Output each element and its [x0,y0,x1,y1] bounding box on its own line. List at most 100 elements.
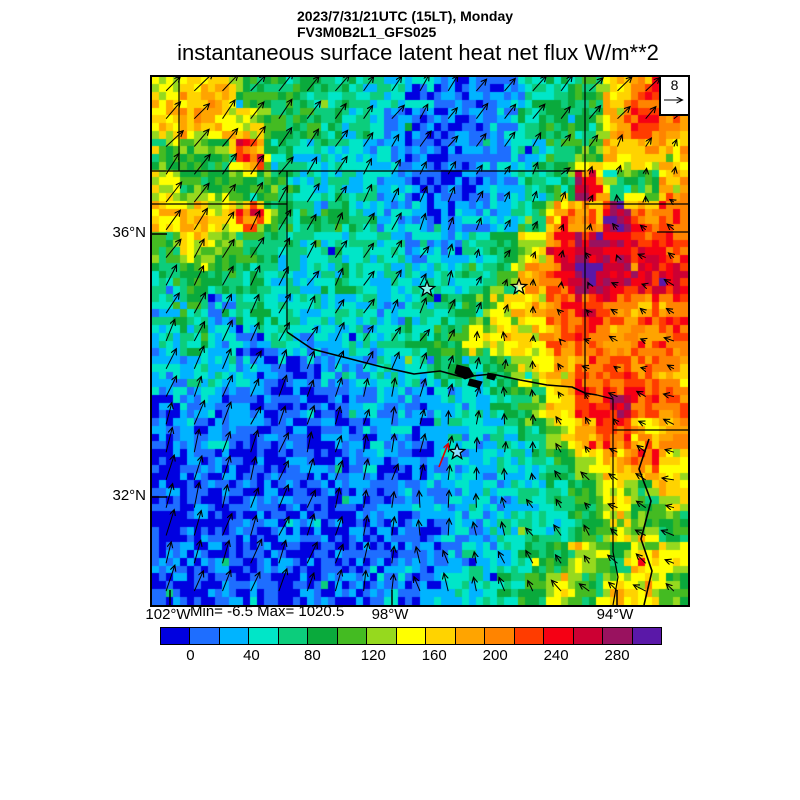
colorbar-segment [248,627,279,645]
wind-arrow [363,244,374,258]
city-star-marker [417,279,437,297]
wind-arrow [278,128,292,147]
wind-arrow [560,107,570,120]
wind-arrow [499,578,506,592]
wind-arrow [193,209,207,231]
colorbar-segment [484,627,515,645]
wind-arrow [250,127,265,147]
wind-arrow [612,310,618,314]
wind-arrow [391,271,401,286]
wind-arrow [504,105,516,120]
wind-arrow [363,326,373,342]
wind-arrow [222,403,231,425]
wind-arrow [532,133,541,147]
wind-arrow [193,456,201,481]
wind-arrow [165,266,176,286]
wind-arrow [278,462,288,481]
wind-arrow [193,322,204,342]
lon-label-102w: 102°W [145,606,191,623]
colorbar [160,627,662,645]
wind-arrow [419,77,429,92]
wind-arrow [363,410,369,425]
wind-arrow [391,241,402,258]
city-markers [417,277,529,460]
wind-arrow [667,309,675,313]
wind-arrow [193,511,201,536]
wind-arrow [561,251,563,258]
wind-arrow [641,309,646,313]
wind-arrow [334,269,342,286]
wind-arrow [334,213,342,230]
wind-arrow [391,106,404,120]
highlighted-wind-arrow [438,444,448,468]
wind-arrow [637,502,646,509]
colorbar-segment [425,627,456,645]
wind-arrow [165,183,181,203]
wind-arrow [334,545,342,564]
wind-arrow [504,167,510,175]
wind-arrow [165,294,179,314]
wind-arrow [585,339,590,341]
wind-arrow [278,295,290,314]
wind-arrow [419,105,428,119]
wind-arrow [363,185,372,203]
wind-arrow [306,184,319,203]
wind-arrow [193,240,204,258]
wind-arrow [334,517,341,536]
wind-arrow [193,293,205,314]
wind-arrow [419,410,424,425]
wind-arrow [419,435,425,453]
wind-arrow [475,192,482,203]
wind-arrow [306,102,320,120]
reference-vector-arrow-icon [664,93,687,107]
wind-arrow [552,581,562,592]
wind-arrow [586,418,590,425]
min-max-stats: Min= -6.5 Max= 1020.5 [190,603,345,620]
wind-arrow [392,379,395,397]
wind-arrow [250,352,261,370]
wind-arrow [419,247,428,258]
wind-arrow [613,419,617,424]
wind-arrow [617,135,622,147]
wind-arrow [306,242,315,258]
wind-arrow [505,251,510,258]
wind-arrow [617,256,618,258]
wind-arrow [476,494,477,508]
wind-arrow [645,138,651,147]
colorbar-labels: 0 40 80 120 160 200 240 280 [160,647,678,665]
wind-arrow [363,133,373,147]
wind-arrow [615,367,618,369]
wind-arrow [334,489,339,508]
wind-arrow [609,393,618,396]
wind-arrow [646,169,647,175]
wind-arrow [504,79,515,92]
wind-arrow [532,163,538,175]
colorbar-tick-label: 200 [482,647,508,664]
wind-arrow [662,531,675,536]
wind-arrow [334,300,343,314]
wind-arrow [666,506,675,508]
wind-arrow [391,77,402,92]
wind-vectors [165,77,688,592]
wind-arrow [419,187,427,203]
wind-arrow [306,327,317,342]
wind-arrow [165,428,172,453]
wind-arrow [504,133,515,147]
wind-arrow [476,438,477,453]
wind-arrow [419,330,429,342]
colorbar-segment [454,627,486,645]
wind-arrow [447,108,457,120]
colorbar-segment [513,627,545,645]
city-star-marker [447,442,467,460]
colorbar-segment [572,627,604,645]
wind-arrow [193,571,203,592]
wind-arrow [533,336,534,341]
wind-arrow [278,323,289,342]
wind-arrow [306,433,311,453]
wind-arrow [278,485,288,508]
wind-arrow [420,465,423,481]
wind-arrow [448,272,451,286]
model-header: FV3M0B2L1_GFS025 [297,24,437,40]
wind-arrow [306,272,318,286]
wind-arrow [193,347,203,369]
